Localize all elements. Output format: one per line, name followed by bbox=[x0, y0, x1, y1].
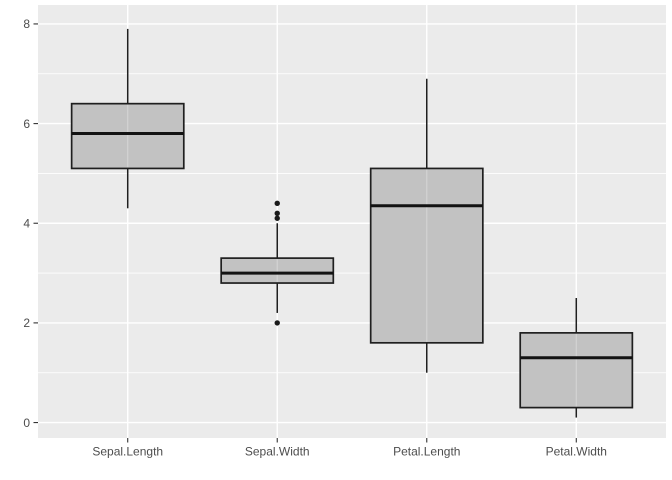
iqr-box bbox=[369, 167, 484, 344]
y-tick-label: 8 bbox=[23, 17, 30, 31]
outlier-point bbox=[274, 320, 280, 326]
iqr-box bbox=[220, 257, 335, 284]
x-tick-label-petal-length: Petal.Length bbox=[393, 445, 460, 459]
x-tick-label-sepal-width: Sepal.Width bbox=[245, 445, 310, 459]
y-tick-label: 2 bbox=[23, 316, 30, 330]
box-sepal-length bbox=[70, 28, 185, 209]
y-tick-label: 0 bbox=[23, 416, 30, 430]
box-sepal-width bbox=[220, 200, 335, 326]
iqr-box bbox=[519, 332, 634, 409]
outlier-point bbox=[274, 210, 280, 216]
x-tick-label-sepal-length: Sepal.Length bbox=[92, 445, 163, 459]
box-petal-length bbox=[369, 78, 484, 373]
y-tick-label: 4 bbox=[23, 216, 30, 230]
outlier-point bbox=[274, 215, 280, 221]
x-tick-label-petal-width: Petal.Width bbox=[546, 445, 607, 459]
iqr-box bbox=[70, 102, 185, 170]
outlier-point bbox=[274, 200, 280, 207]
box-petal-width bbox=[519, 297, 634, 418]
y-tick-label: 6 bbox=[23, 117, 30, 131]
